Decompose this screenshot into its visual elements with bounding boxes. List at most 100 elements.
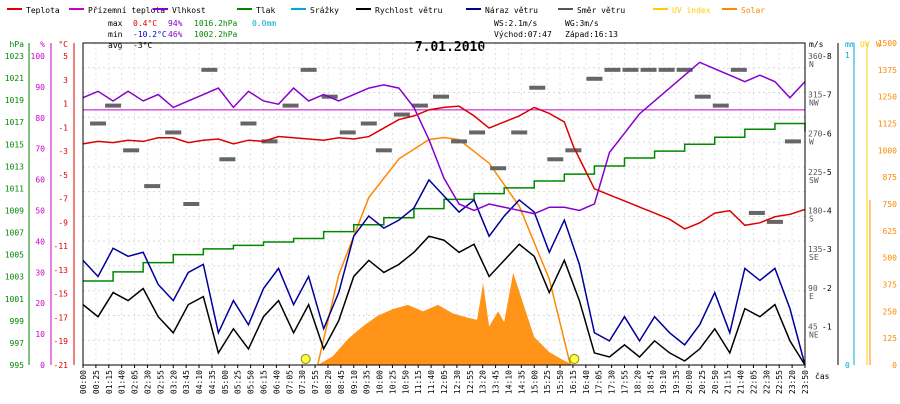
- x-tick-label: 01:15: [105, 370, 114, 394]
- temperature-axis-tick: 5: [63, 52, 68, 61]
- direction-label: W: [809, 137, 814, 146]
- temperature-axis-tick: -3: [58, 147, 68, 156]
- speed-axis-unit: m/s: [809, 40, 824, 49]
- wind-direction-mark: [339, 130, 356, 135]
- temperature-axis-tick: -15: [54, 290, 69, 299]
- humidity-axis-tick: 20: [35, 299, 45, 308]
- speed-tick: -8: [822, 52, 832, 61]
- temperature-axis-tick: -19: [54, 337, 69, 346]
- x-tick-label: 15:25: [543, 370, 552, 394]
- x-tick-label: 22:05: [749, 370, 758, 394]
- wind-direction-mark: [469, 130, 486, 135]
- speed-tick: -6: [822, 129, 832, 138]
- x-tick-label: 09:35: [363, 370, 372, 394]
- direction-label: SE: [809, 253, 819, 262]
- wind-direction-mark: [748, 210, 765, 215]
- wind-direction-mark: [300, 67, 317, 72]
- right-axes: m/s360N315NW270W225SW180S135SE90E45NE-8-…: [808, 39, 897, 370]
- x-tick-label: 15:00: [530, 370, 539, 394]
- humidity-axis-tick: 40: [35, 237, 45, 246]
- wind-direction-mark: [766, 219, 783, 224]
- solar-tick: 375: [883, 281, 898, 290]
- x-axis: 00:00 00:25 01:15 01:40 02:05 02:30 02:55 03:20…: [79, 365, 830, 394]
- wind-direction-mark: [219, 157, 236, 162]
- stats-value: 1016.2hPa: [194, 19, 238, 28]
- x-tick-label: 02:55: [156, 370, 165, 394]
- temperature-axis-tick: -21: [54, 361, 69, 370]
- direction-label: E: [809, 292, 814, 301]
- x-tick-label: 07:30: [298, 370, 307, 394]
- x-axis-label: čas: [815, 371, 830, 381]
- stats-value: -3°C: [133, 41, 152, 50]
- legend-swatch: [466, 8, 481, 10]
- stats-value: -10.2°C: [133, 30, 167, 39]
- chart-title: 7.01.2010: [415, 40, 486, 55]
- pressure-axis-tick: 999: [10, 317, 25, 326]
- legend-swatch: [153, 8, 168, 10]
- x-tick-label: 07:55: [311, 370, 320, 394]
- stats-value: 0.0mm: [252, 19, 276, 28]
- temperature-axis-tick: -7: [58, 195, 68, 204]
- x-tick-label: 15:50: [556, 370, 565, 394]
- direction-tick: 135: [808, 245, 823, 254]
- pressure-axis-tick: 995: [10, 361, 25, 370]
- pressure-axis-tick: 1007: [5, 229, 24, 238]
- temperature-axis-tick: -11: [54, 242, 69, 251]
- stats-row-label: avg: [108, 41, 123, 50]
- wind-direction-mark: [604, 67, 621, 72]
- uv-axis-unit: UV: [860, 40, 870, 49]
- legend: Teplota Přízemní teplota Vlhkost Tlak Srážky…: [7, 6, 765, 15]
- wind-direction-mark: [144, 184, 161, 189]
- pressure-axis-tick: 1009: [5, 207, 24, 216]
- speed-tick: -7: [822, 91, 832, 100]
- stats-row-label: min: [108, 30, 123, 39]
- legend-swatch: [653, 8, 668, 10]
- direction-label: N: [809, 60, 814, 69]
- x-tick-label: 18:20: [633, 370, 642, 394]
- x-tick-label: 23:20: [788, 370, 797, 394]
- legend-label: Tlak: [256, 6, 275, 15]
- pressure-axis-tick: 1003: [5, 273, 24, 282]
- speed-tick: -1: [822, 322, 832, 331]
- x-tick-label: 20:25: [698, 370, 707, 394]
- x-tick-label: 07:05: [285, 370, 294, 394]
- direction-tick: 270: [808, 129, 823, 138]
- x-tick-label: 06:15: [260, 370, 269, 394]
- wind-direction-mark: [105, 103, 122, 108]
- pressure-axis-unit: hPa: [10, 40, 25, 49]
- wind-speed-avg: WS:2.1m/s: [494, 19, 538, 28]
- solar-tick: 0: [892, 361, 897, 370]
- pressure-axis-tick: 1011: [5, 184, 24, 193]
- stats-panel: max 0.4°C 94% 1016.2hPa 0.0mm min -10.2°C 46% 10…: [108, 19, 618, 50]
- stats-value: 46%: [168, 30, 183, 39]
- solar-tick: 750: [883, 200, 898, 209]
- pressure-axis-tick: 1005: [5, 251, 24, 260]
- speed-tick: -4: [822, 207, 832, 216]
- legend-swatch: [291, 8, 306, 10]
- direction-tick: 360: [808, 52, 823, 61]
- wind-direction-mark: [123, 148, 140, 153]
- x-tick-label: 04:35: [208, 370, 217, 394]
- x-tick-label: 22:55: [775, 370, 784, 394]
- temperature-axis-tick: -17: [54, 313, 69, 322]
- x-tick-label: 13:45: [492, 370, 501, 394]
- wind-speed-line: [82, 235, 806, 366]
- temperature-axis-tick: 1: [63, 100, 68, 109]
- pressure-axis-tick: 1021: [5, 74, 24, 83]
- wind-direction-mark: [529, 85, 546, 90]
- solar-tick: 625: [883, 227, 898, 236]
- legend-label: Směr větru: [577, 6, 625, 15]
- wind-direction-mark: [640, 67, 657, 72]
- sunrise: Východ:07:47: [494, 30, 552, 39]
- temperature-axis-tick: -5: [58, 171, 68, 180]
- rain-tick: 0: [845, 361, 850, 370]
- wind-direction-mark: [658, 67, 675, 72]
- humidity-axis-tick: 100: [31, 52, 46, 61]
- wind-direction-mark: [393, 112, 410, 117]
- humidity-axis-tick: 90: [35, 83, 45, 92]
- wind-direction-mark: [694, 94, 711, 99]
- stats-row-label: max: [108, 19, 123, 28]
- humidity-axis-tick: 80: [35, 114, 45, 123]
